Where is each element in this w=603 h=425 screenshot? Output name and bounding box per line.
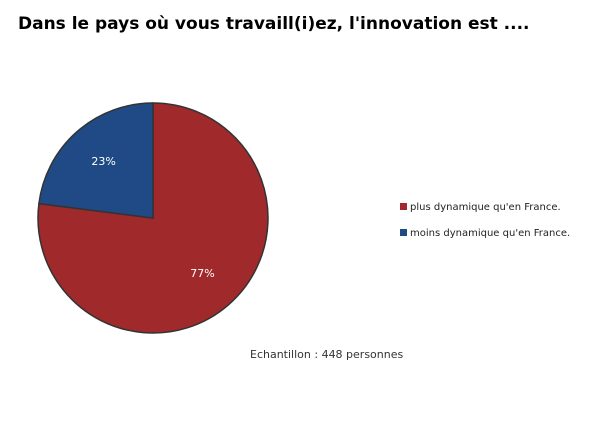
- legend-label: plus dynamique qu'en France.: [410, 202, 561, 213]
- chart-title: Dans le pays où vous travaill(i)ez, l'in…: [18, 14, 530, 34]
- legend-label: moins dynamique qu'en France.: [410, 228, 570, 239]
- legend-swatch: [400, 203, 407, 210]
- pie-slice: [38, 102, 154, 219]
- data-label: 77%: [190, 267, 214, 280]
- data-label: 23%: [91, 155, 115, 168]
- legend-swatch: [400, 229, 407, 236]
- annotation: Echantillon : 448 personnes: [250, 348, 404, 361]
